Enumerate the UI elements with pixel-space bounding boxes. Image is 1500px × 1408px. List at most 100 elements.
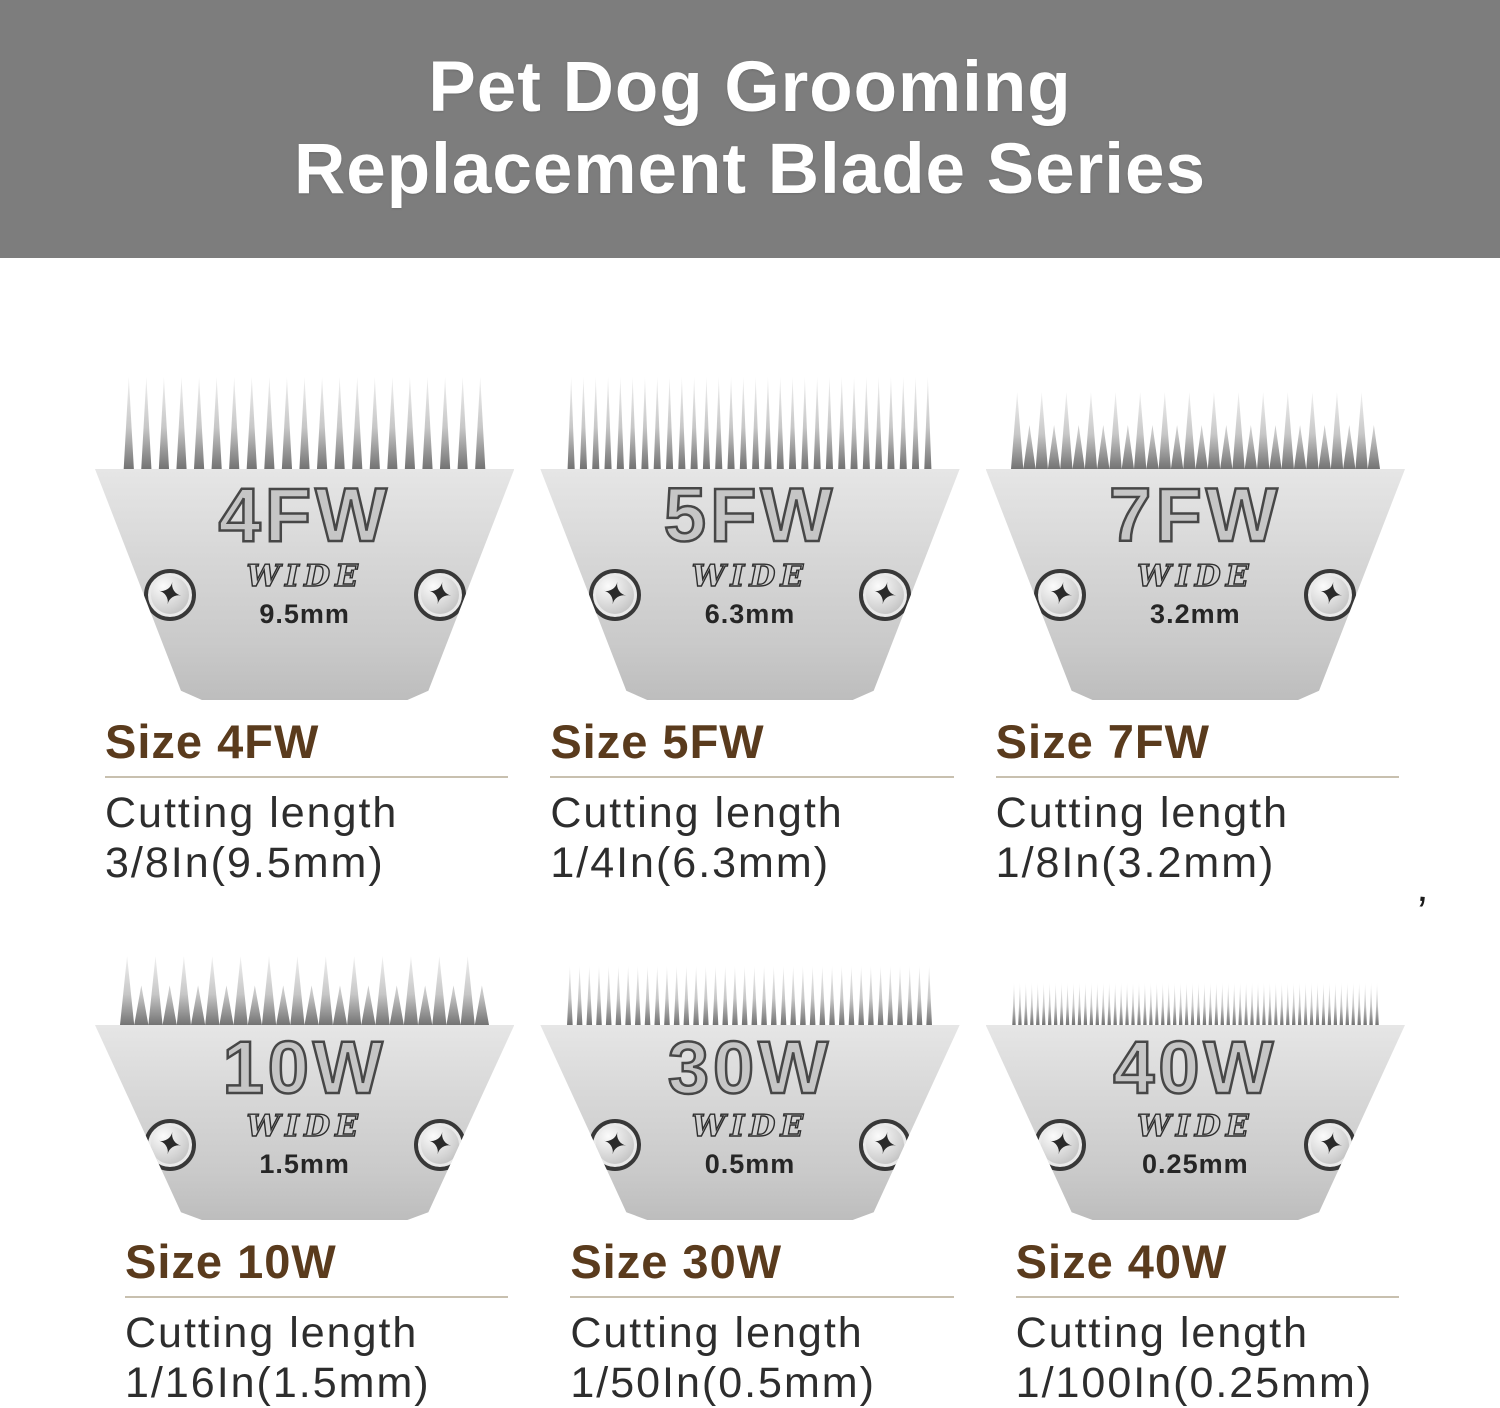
wide-engraving: WIDE	[1136, 558, 1254, 594]
cutting-length-value: 3/8In(9.5mm)	[105, 839, 385, 887]
size-heading: Size 4FW	[105, 715, 320, 768]
blade-mid-row: ✦ WIDE 9.5mm ✦	[143, 558, 466, 630]
screw-star-icon: ✦	[1044, 1125, 1077, 1163]
cutting-length-value: 1/4In(6.3mm)	[550, 839, 831, 887]
divider	[995, 776, 1399, 778]
cutting-length-caption: Cutting length 1/4In(6.3mm)	[550, 788, 953, 888]
blade-body: 4FW ✦ WIDE 9.5mm ✦	[95, 469, 515, 700]
blade-body: 7FW ✦ WIDE 3.2mm ✦	[985, 469, 1405, 700]
blade-teeth-icon	[120, 374, 489, 469]
screw-star-icon: ✦	[599, 1125, 631, 1163]
cutting-length-label: Cutting length	[105, 789, 399, 837]
blade-mid-row: ✦ WIDE 1.5mm ✦	[143, 1108, 466, 1180]
blade-engraving-block: WIDE 9.5mm	[220, 558, 390, 630]
blade-card-30w: 30W ✦ WIDE 0.5mm ✦ Size 30W C	[540, 950, 960, 1408]
blade-code-engraving: 4FW	[217, 472, 391, 560]
screw-icon: ✦	[413, 568, 466, 621]
screw-star-icon: ✦	[1044, 575, 1077, 613]
screw-icon: ✦	[858, 1118, 911, 1171]
wide-engraving: WIDE	[691, 558, 809, 594]
cutting-length-value: 1/8In(3.2mm)	[995, 839, 1276, 887]
cutting-length-caption: Cutting length 1/100In(0.25mm)	[1016, 1308, 1399, 1408]
stray-apostrophe-mark: ’	[1413, 887, 1429, 938]
screw-star-icon: ✦	[869, 1125, 901, 1163]
screw-icon: ✦	[143, 568, 196, 621]
screw-icon: ✦	[858, 568, 911, 621]
blade-mid-row: ✦ WIDE 6.3mm ✦	[588, 558, 911, 630]
page-title-line1: Pet Dog Grooming	[428, 48, 1072, 127]
blade-teeth-icon	[120, 953, 490, 1025]
blade-code-engraving: 30W	[667, 1025, 833, 1110]
screw-star-icon: ✦	[424, 1125, 456, 1163]
mm-engraving: 1.5mm	[259, 1149, 350, 1179]
blade-card-5fw: 5FW ✦ WIDE 6.3mm ✦ Size 5FW C	[540, 374, 960, 888]
blade-engraving-block: WIDE 1.5mm	[220, 1108, 390, 1180]
blade-row-2: 10W ✦ WIDE 1.5mm ✦ Size 10W C	[0, 950, 1500, 1408]
mm-engraving: 0.25mm	[1142, 1149, 1249, 1179]
cutting-length-value: 1/50In(0.5mm)	[570, 1359, 876, 1407]
screw-star-icon: ✦	[424, 575, 456, 613]
divider	[570, 1296, 954, 1298]
cutting-length-label: Cutting length	[550, 789, 844, 837]
size-heading: Size 30W	[570, 1235, 783, 1288]
blade-code-engraving: 40W	[1112, 1025, 1278, 1110]
blade-code-engraving: 7FW	[1108, 472, 1282, 560]
blade-teeth-icon	[1010, 389, 1380, 469]
blade-body: 5FW ✦ WIDE 6.3mm ✦	[540, 469, 960, 700]
blade-body: 10W ✦ WIDE 1.5mm ✦	[95, 1025, 515, 1220]
screw-icon: ✦	[1034, 568, 1087, 621]
screw-icon: ✦	[588, 1118, 641, 1171]
divider	[125, 1296, 509, 1298]
cutting-length-caption: Cutting length 3/8In(9.5mm)	[105, 788, 508, 888]
size-heading: Size 7FW	[995, 715, 1210, 768]
blade-engraving-block: WIDE 0.5mm	[665, 1108, 835, 1180]
blade-code-engraving: 10W	[221, 1025, 387, 1110]
blade-card-40w: 40W ✦ WIDE 0.25mm ✦ Size 40W	[985, 950, 1405, 1408]
screw-star-icon: ✦	[599, 575, 631, 613]
clipper-blade-4fw: 4FW ✦ WIDE 9.5mm ✦	[95, 374, 515, 700]
mm-engraving: 6.3mm	[704, 599, 796, 629]
blade-photo-zone: 5FW ✦ WIDE 6.3mm ✦	[540, 374, 960, 700]
clipper-blade-5fw: 5FW ✦ WIDE 6.3mm ✦	[540, 374, 960, 700]
cutting-length-label: Cutting length	[125, 1309, 419, 1357]
blade-mid-row: ✦ WIDE 0.25mm ✦	[1034, 1108, 1357, 1180]
cutting-length-caption: Cutting length 1/50In(0.5mm)	[570, 1308, 953, 1408]
page-title-line2: Replacement Blade Series	[294, 130, 1206, 209]
size-heading: Size 5FW	[550, 715, 765, 768]
wide-engraving: WIDE	[246, 1108, 363, 1144]
screw-icon: ✦	[588, 568, 641, 621]
screw-star-icon: ✦	[1314, 575, 1347, 613]
clipper-blade-7fw: 7FW ✦ WIDE 3.2mm ✦	[985, 389, 1405, 700]
screw-star-icon: ✦	[1314, 1125, 1347, 1163]
wide-engraving: WIDE	[1136, 1108, 1254, 1144]
mm-engraving: 9.5mm	[259, 599, 350, 629]
cutting-length-value: 1/16In(1.5mm)	[125, 1359, 431, 1407]
blade-engraving-block: WIDE 3.2mm	[1110, 558, 1280, 630]
cutting-length-value: 1/100In(0.25mm)	[1015, 1359, 1374, 1407]
clipper-blade-40w: 40W ✦ WIDE 0.25mm ✦	[985, 980, 1405, 1220]
wide-engraving: WIDE	[691, 1108, 809, 1144]
blade-code-engraving: 5FW	[663, 472, 837, 560]
screw-star-icon: ✦	[154, 575, 186, 613]
divider	[550, 776, 954, 778]
clipper-blade-30w: 30W ✦ WIDE 0.5mm ✦	[540, 963, 960, 1220]
blade-card-10w: 10W ✦ WIDE 1.5mm ✦ Size 10W C	[95, 950, 515, 1408]
size-heading: Size 40W	[1015, 1235, 1228, 1288]
blade-photo-zone: 4FW ✦ WIDE 9.5mm ✦	[95, 374, 515, 700]
blade-photo-zone: 40W ✦ WIDE 0.25mm ✦	[985, 950, 1405, 1220]
screw-star-icon: ✦	[154, 1125, 186, 1163]
blade-mid-row: ✦ WIDE 0.5mm ✦	[588, 1108, 911, 1180]
screw-icon: ✦	[143, 1118, 196, 1171]
screw-icon: ✦	[1304, 1118, 1357, 1171]
wide-engraving: WIDE	[246, 558, 363, 594]
blade-body: 30W ✦ WIDE 0.5mm ✦	[540, 1025, 960, 1220]
title-banner: Pet Dog Grooming Replacement Blade Serie…	[0, 0, 1500, 258]
blade-card-7fw: 7FW ✦ WIDE 3.2mm ✦ Size 7FW C	[985, 374, 1405, 888]
screw-star-icon: ✦	[869, 575, 901, 613]
blade-mid-row: ✦ WIDE 3.2mm ✦	[1034, 558, 1357, 630]
blade-photo-zone: 10W ✦ WIDE 1.5mm ✦	[95, 950, 515, 1220]
blade-body: 40W ✦ WIDE 0.25mm ✦	[985, 1025, 1405, 1220]
cutting-length-label: Cutting length	[1015, 1309, 1310, 1357]
blade-card-4fw: 4FW ✦ WIDE 9.5mm ✦ Size 4FW C	[95, 374, 515, 888]
blade-teeth-icon	[565, 374, 934, 469]
